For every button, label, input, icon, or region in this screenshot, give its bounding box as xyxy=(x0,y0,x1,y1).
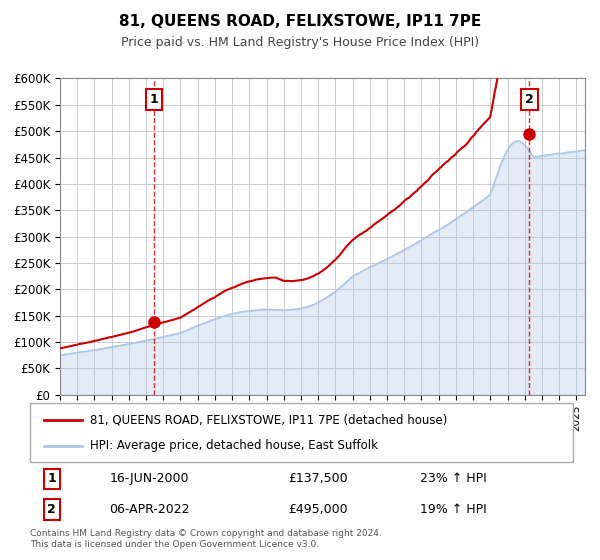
Text: £495,000: £495,000 xyxy=(288,503,347,516)
Text: £137,500: £137,500 xyxy=(288,472,347,486)
Text: 81, QUEENS ROAD, FELIXSTOWE, IP11 7PE (detached house): 81, QUEENS ROAD, FELIXSTOWE, IP11 7PE (d… xyxy=(90,413,447,426)
Text: 2: 2 xyxy=(47,503,56,516)
Text: 2: 2 xyxy=(525,93,534,106)
Text: 1: 1 xyxy=(149,93,158,106)
Text: Price paid vs. HM Land Registry's House Price Index (HPI): Price paid vs. HM Land Registry's House … xyxy=(121,36,479,49)
Text: 23% ↑ HPI: 23% ↑ HPI xyxy=(420,472,487,486)
Text: 19% ↑ HPI: 19% ↑ HPI xyxy=(420,503,487,516)
FancyBboxPatch shape xyxy=(30,403,573,462)
Text: 16-JUN-2000: 16-JUN-2000 xyxy=(110,472,189,486)
Text: 06-APR-2022: 06-APR-2022 xyxy=(109,503,190,516)
Text: Contains HM Land Registry data © Crown copyright and database right 2024.
This d: Contains HM Land Registry data © Crown c… xyxy=(30,529,382,549)
Text: 1: 1 xyxy=(47,472,56,486)
Text: HPI: Average price, detached house, East Suffolk: HPI: Average price, detached house, East… xyxy=(90,439,378,452)
Text: 81, QUEENS ROAD, FELIXSTOWE, IP11 7PE: 81, QUEENS ROAD, FELIXSTOWE, IP11 7PE xyxy=(119,14,481,29)
